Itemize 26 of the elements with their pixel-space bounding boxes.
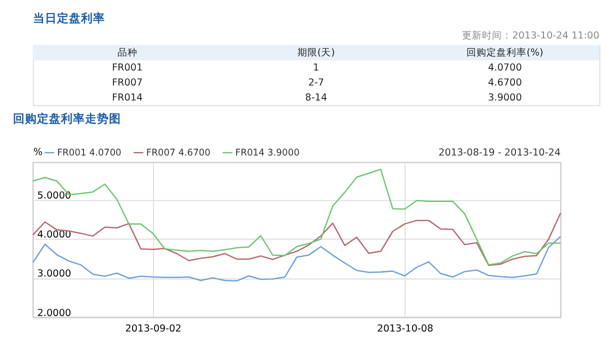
text: 4.6700 bbox=[488, 78, 522, 89]
chart-title: 回购定盘利率走势图 bbox=[12, 112, 121, 126]
text: 4.0700 bbox=[488, 62, 522, 74]
y-tick-label: 3.0000 bbox=[37, 268, 72, 280]
legend-label: FR007 4.6700 bbox=[146, 148, 211, 159]
text: 3.9000 bbox=[488, 92, 522, 104]
text: 2013-08-19 - 2013-10-24 bbox=[438, 148, 561, 159]
x-tick-label: 2013-09-02 bbox=[125, 323, 182, 334]
legend-label: FR001 4.0700 bbox=[57, 148, 122, 159]
y-tick-label: 5.0000 bbox=[37, 190, 72, 202]
text: 当日定盘利率 bbox=[32, 10, 105, 25]
text: 更新时间：2013-10-24 11:00 bbox=[462, 29, 600, 42]
text: 回购定盘利率(%) bbox=[466, 46, 544, 59]
text: 8-14 bbox=[305, 92, 328, 104]
text: FR001 bbox=[112, 62, 143, 74]
text: FR007 bbox=[112, 78, 143, 89]
text: FR014 bbox=[112, 92, 143, 104]
y-tick-label: 4.0000 bbox=[37, 230, 72, 241]
x-tick-label: 2013-10-08 bbox=[377, 323, 434, 334]
text: 品种 bbox=[117, 46, 138, 59]
text: 1 bbox=[313, 62, 320, 74]
y-tick-label: 2.0000 bbox=[37, 308, 72, 319]
y-axis-title: % bbox=[33, 147, 43, 158]
text: 2-7 bbox=[308, 78, 324, 89]
text: 期限(天) bbox=[297, 46, 335, 59]
legend-label: FR014 3.9000 bbox=[235, 148, 300, 159]
